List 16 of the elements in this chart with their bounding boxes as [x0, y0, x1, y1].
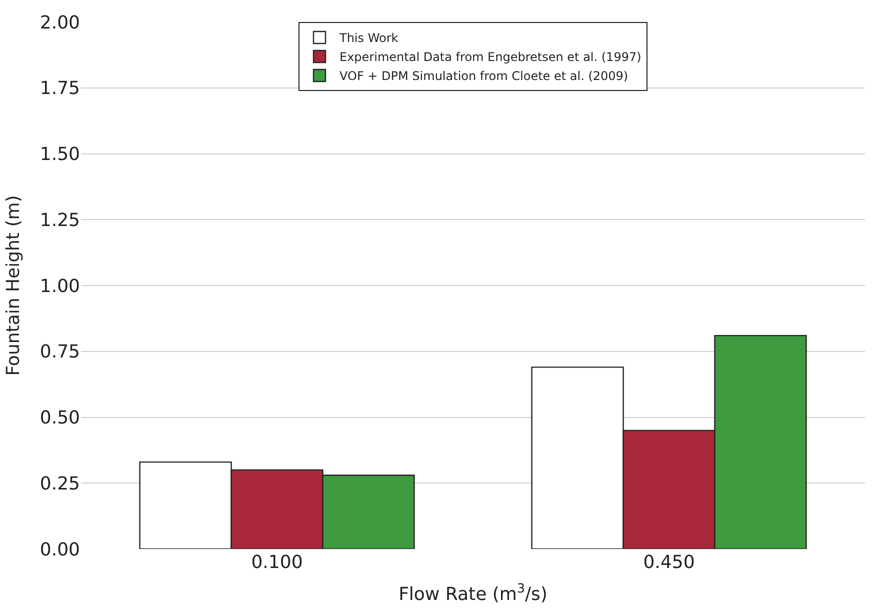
y-tick-label: 0.75	[40, 342, 80, 363]
y-tick-label: 0.50	[40, 408, 80, 429]
legend-label: VOF + DPM Simulation from Cloete et al. (2009)	[340, 69, 628, 84]
x-axis-title: Flow Rate (m$^{3}$/s)	[398, 580, 548, 606]
legend-label: Experimental Data from Engebretsen et al. (1997)	[340, 50, 642, 64]
y-tick-label: 2.00	[40, 12, 80, 34]
y-axis-title: Fountain Height (m)	[3, 195, 24, 376]
x-tick-label: 0.100	[251, 552, 303, 573]
y-tick-label: 1.50	[40, 144, 80, 166]
y-tick-label: 1.00	[40, 276, 80, 297]
y-tick-label: 1.25	[40, 210, 80, 231]
y-tick-label: 1.75	[40, 78, 80, 100]
x-tick-label: 0.450	[643, 552, 695, 573]
y-tick-label: 0.00	[40, 539, 80, 560]
y-tick-label: 0.25	[40, 473, 80, 494]
legend-label: This Work	[338, 31, 398, 46]
